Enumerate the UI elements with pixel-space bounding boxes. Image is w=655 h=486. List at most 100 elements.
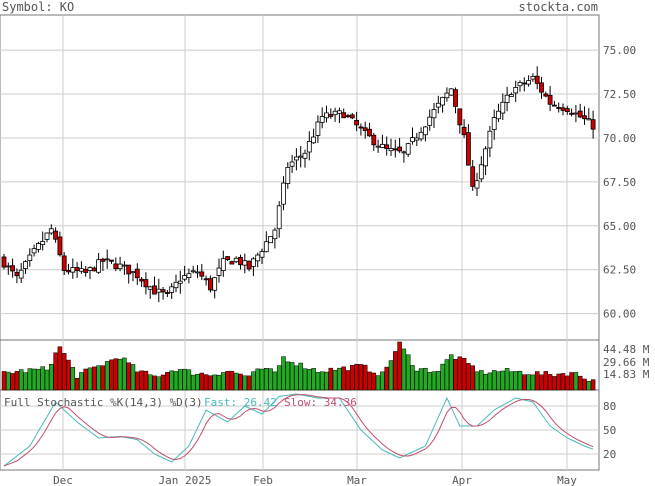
volume-bar [169, 370, 174, 391]
stochastic-fast-label: Fast: 26.42 [204, 396, 277, 409]
volume-bar [586, 381, 592, 391]
candle-body [311, 136, 317, 144]
candle-body [508, 94, 514, 98]
candle-body [470, 166, 476, 187]
candle-body [152, 285, 157, 295]
candle-body [156, 288, 162, 293]
volume-bar [380, 371, 385, 391]
volume-bar [87, 367, 93, 391]
candle-body [534, 75, 540, 84]
volume-bar [160, 374, 166, 391]
candle-body [478, 164, 484, 180]
candle-body [552, 104, 557, 107]
volume-bar [543, 371, 549, 391]
stochastic-slow-label: Slow: 34.36 [284, 396, 357, 409]
volume-bar [341, 366, 346, 391]
volume-bar [122, 357, 127, 391]
candle-body [504, 94, 510, 103]
candle-body [250, 258, 256, 267]
volume-bar [324, 371, 329, 391]
candle-body [203, 278, 209, 281]
candle-body [440, 96, 446, 106]
candle-body [160, 289, 166, 293]
candle-body [457, 108, 463, 126]
volume-bar [135, 371, 140, 391]
volume-bar [522, 374, 527, 391]
candle-body [354, 120, 360, 126]
candle-body [362, 127, 368, 131]
volume-bar [79, 372, 84, 391]
candle-body [195, 271, 200, 274]
stochastic-tick-label: 20 [603, 448, 616, 461]
candle-body [40, 240, 46, 245]
volume-bar [401, 348, 407, 391]
candle-body [276, 205, 282, 230]
volume-bar [285, 361, 291, 391]
candle-body [87, 267, 93, 271]
volume-bar [315, 372, 321, 391]
candle-body [199, 271, 205, 277]
candle-body [487, 130, 493, 149]
volume-bar [289, 362, 295, 391]
volume-bar [436, 371, 441, 391]
candle-body [36, 243, 41, 250]
volume-bar [577, 375, 583, 391]
candle-body [461, 126, 467, 136]
volume-bar [216, 374, 222, 391]
volume-bar [384, 366, 389, 391]
volume-bar [427, 372, 432, 391]
volume-bar [539, 374, 544, 391]
candle-body [560, 107, 566, 111]
volume-bar [165, 372, 170, 391]
candle-body [169, 286, 175, 293]
volume-bar [117, 358, 123, 391]
volume-bar [371, 372, 377, 391]
candle-body [134, 268, 140, 279]
volume-bar [560, 373, 566, 391]
volume-bar [569, 372, 574, 391]
candle-body [246, 260, 252, 270]
candle-body [539, 82, 544, 93]
volume-bar [350, 365, 355, 391]
candle-body [431, 109, 437, 119]
candle-body [31, 248, 37, 254]
brand-label[interactable]: stockta.com [519, 0, 598, 14]
candle-body [448, 88, 454, 96]
volume-bar [40, 366, 45, 391]
candle-body [212, 277, 218, 291]
candle-body [220, 258, 226, 271]
volume-bar [14, 371, 20, 391]
volume-bar [208, 375, 213, 391]
candle-body [5, 265, 11, 268]
candle-body [225, 256, 231, 260]
volume-bar [10, 373, 15, 391]
volume-bar [199, 372, 205, 391]
candle-body [547, 94, 553, 105]
candle-body [91, 267, 97, 272]
candle-body [556, 107, 562, 109]
volume-bar [96, 365, 101, 391]
candle-body [341, 112, 347, 119]
candle-body [143, 279, 149, 288]
volume-bar [397, 341, 402, 391]
volume-bar [268, 368, 273, 391]
volume-bar [203, 374, 209, 391]
candle-body [306, 141, 312, 153]
volume-bar [66, 359, 71, 391]
candle-body [483, 148, 489, 167]
candle-body [147, 286, 153, 290]
volume-bar [504, 368, 510, 391]
candle-body [345, 115, 351, 118]
candle-body [573, 112, 579, 115]
volume-bar [362, 364, 368, 391]
volume-bar [27, 368, 33, 391]
volume-bar [100, 365, 106, 391]
volume-bar [113, 358, 119, 391]
price-tick-label: 65.00 [603, 220, 636, 233]
price-tick-label: 60.00 [603, 308, 636, 321]
candle-body [410, 137, 415, 143]
volume-bar [178, 369, 183, 391]
volume-tick-label: 44.48 M [603, 343, 650, 356]
volume-bar [431, 371, 437, 391]
